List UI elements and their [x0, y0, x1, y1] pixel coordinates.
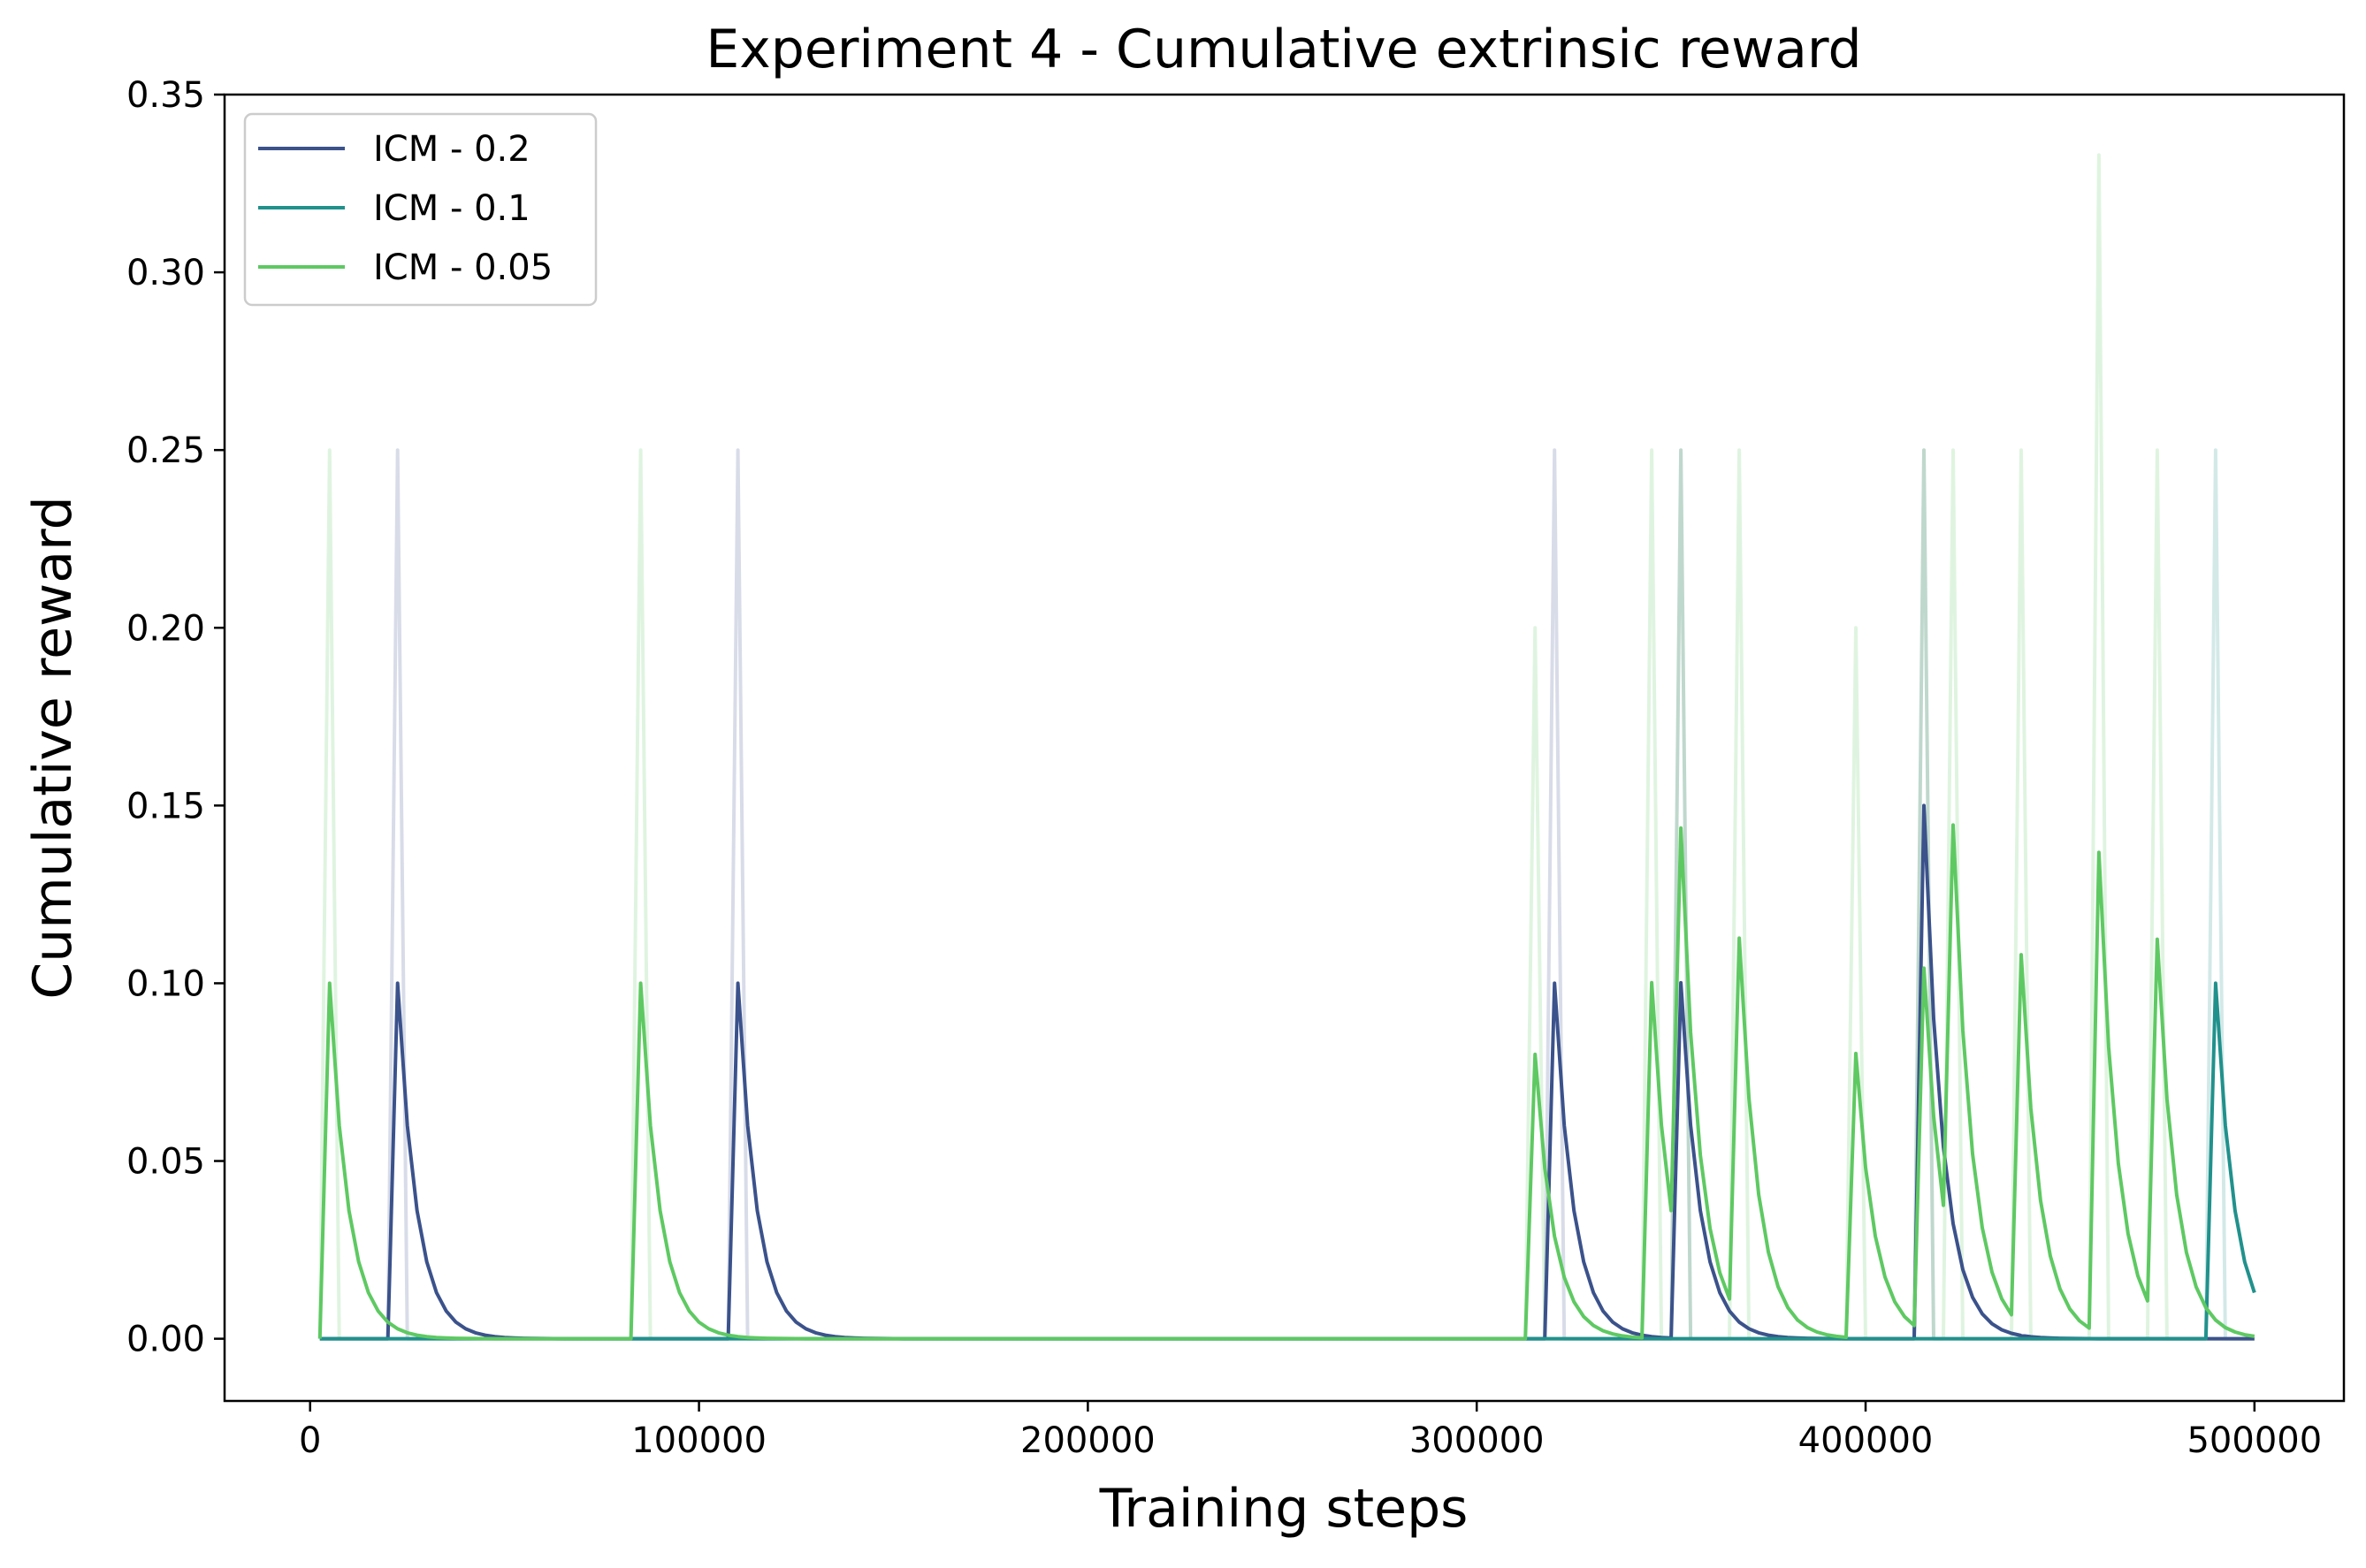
- x-tick-label: 400000: [1798, 1420, 1934, 1461]
- legend-box: [243, 112, 598, 307]
- y-axis-label: Cumulative reward: [22, 496, 84, 999]
- plot-frame: [223, 93, 2346, 1403]
- x-tick-label: 300000: [1409, 1420, 1545, 1461]
- y-tick-label: 0.05: [126, 1142, 205, 1183]
- y-tick-label: 0.00: [126, 1320, 205, 1360]
- chart-title: Experiment 4 - Cumulative extrinsic rewa…: [706, 19, 1861, 80]
- y-tick-label: 0.35: [126, 75, 205, 116]
- x-axis-label: Training steps: [1099, 1478, 1469, 1540]
- y-tick-label: 0.10: [126, 963, 205, 1004]
- legend: ICM - 0.2 ICM - 0.1 ICM - 0.05: [243, 112, 598, 307]
- plot-area: [317, 153, 2256, 1341]
- x-axis: 0 100000 200000 300000 400000 500000: [299, 1401, 2322, 1461]
- y-tick-label: 0.15: [126, 786, 205, 826]
- x-tick-label: 500000: [2187, 1420, 2322, 1461]
- legend-label-icm-0-05: ICM - 0.05: [373, 247, 553, 288]
- x-tick-label: 100000: [631, 1420, 767, 1461]
- series-line-icm-0-05: [317, 823, 2255, 1341]
- legend-label-icm-0-2: ICM - 0.2: [373, 129, 530, 170]
- y-tick-label: 0.25: [126, 430, 205, 471]
- y-tick-label: 0.20: [126, 608, 205, 649]
- y-tick-label: 0.30: [126, 253, 205, 293]
- y-axis: 0.00 0.05 0.10 0.15 0.20 0.25 0.30 0.35: [126, 75, 225, 1360]
- x-tick-label: 0: [299, 1420, 321, 1461]
- x-tick-label: 200000: [1020, 1420, 1156, 1461]
- legend-label-icm-0-1: ICM - 0.1: [373, 188, 530, 229]
